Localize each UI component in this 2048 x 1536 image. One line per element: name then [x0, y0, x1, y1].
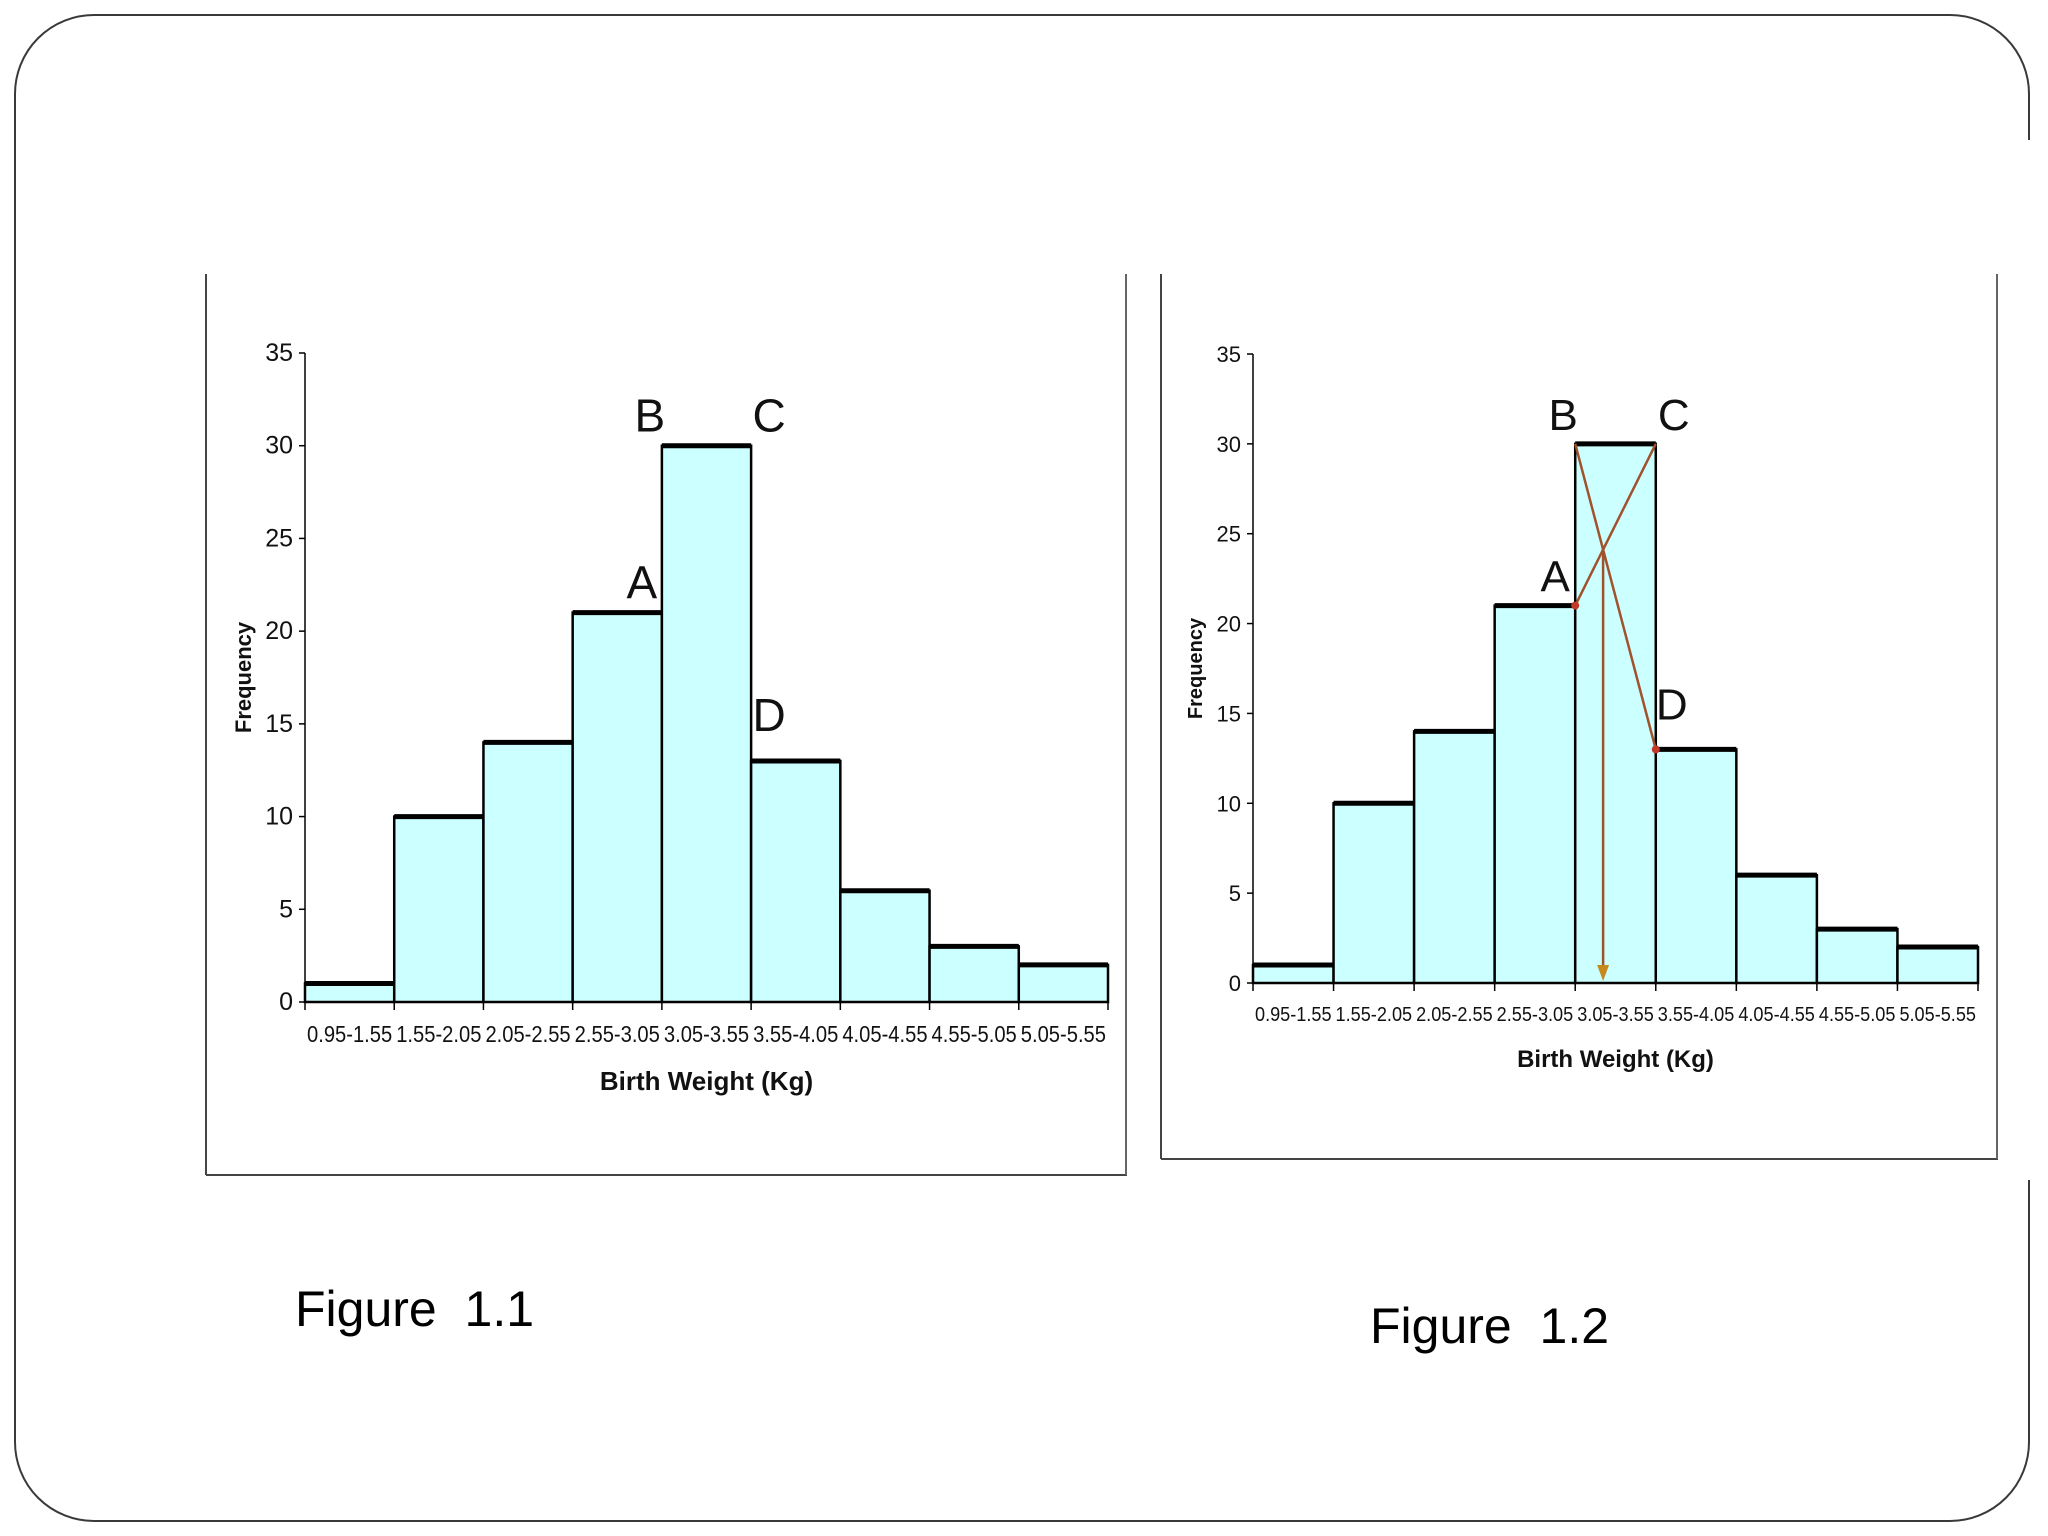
x-tick-label: 0.95-1.55: [1255, 1004, 1332, 1026]
bar: [1017, 963, 1110, 1004]
bar: [928, 945, 1021, 1004]
bar: [1573, 442, 1658, 985]
y-tick-label: 35: [1217, 342, 1241, 367]
y-tick-label: 10: [265, 803, 293, 831]
x-axis-label: Birth Weight (Kg): [600, 1066, 813, 1096]
x-tick-label: 3.05-3.55: [1577, 1004, 1654, 1026]
bar: [1332, 802, 1416, 985]
bar: [1412, 730, 1496, 985]
figure-caption-1: Figure 1.1: [295, 1281, 535, 1337]
mode-arrow-head: [1597, 965, 1610, 981]
y-tick-label: 35: [265, 339, 293, 367]
x-tick-label: 3.55-4.05: [753, 1021, 838, 1047]
x-tick-label: 2.05-2.55: [485, 1021, 570, 1047]
bar: [571, 611, 664, 1004]
x-tick-label: 2.55-3.05: [1497, 1004, 1574, 1026]
bar: [839, 889, 931, 1004]
y-tick-label: 15: [265, 710, 293, 738]
annotation-a: A: [627, 557, 658, 609]
y-tick-label: 30: [1217, 432, 1241, 457]
bar: [482, 741, 574, 1004]
x-tick-label: 5.05-5.55: [1021, 1021, 1106, 1047]
annotation-c: C: [1658, 391, 1690, 440]
x-tick-label: 3.05-3.55: [664, 1021, 749, 1047]
x-tick-label: 3.55-4.05: [1658, 1004, 1735, 1026]
x-tick-label: 5.05-5.55: [1899, 1004, 1976, 1026]
x-tick-label: 2.55-3.05: [575, 1021, 660, 1047]
bar: [1654, 748, 1738, 985]
histogram-2-svg: 0 5 10 15 20 25 30 35 0.95-1.55 1.55-2.05 2.05-2.5…: [1160, 274, 1998, 1160]
point-d-marker: [1651, 745, 1660, 754]
y-axis-label: Frequency: [1185, 617, 1207, 719]
frame-gap: [2028, 140, 2036, 1180]
x-tick-label: 0.95-1.55: [307, 1021, 392, 1047]
bar: [392, 815, 485, 1004]
x-tick-label: 2.05-2.55: [1416, 1004, 1493, 1026]
bar: [1251, 963, 1335, 985]
annotation-d: D: [1656, 680, 1688, 729]
x-tick-label: 1.55-2.05: [1336, 1004, 1413, 1026]
construction-line: [1574, 443, 1657, 607]
x-tick-label: 4.55-5.05: [1819, 1004, 1896, 1026]
x-axis-label: Birth Weight (Kg): [1517, 1046, 1714, 1073]
bar: [303, 982, 396, 1004]
x-tick-label: 4.05-4.55: [842, 1021, 927, 1047]
y-tick-label: 25: [1217, 522, 1241, 547]
x-tick-label: 4.05-4.55: [1738, 1004, 1815, 1026]
annotation-d: D: [752, 689, 785, 741]
y-tick-label: 5: [1229, 881, 1241, 906]
bar: [1815, 927, 1899, 985]
y-tick-label: 0: [1229, 971, 1241, 996]
y-tick-label: 20: [1217, 612, 1241, 637]
y-axis-label: Frequency: [231, 621, 256, 733]
histogram-figure-1-2: 0 5 10 15 20 25 30 35 0.95-1.55 1.55-2.05 2.05-2.5…: [1160, 274, 1998, 1160]
y-tick-label: 10: [1217, 791, 1241, 816]
y-tick-label: 30: [265, 432, 293, 460]
annotation-b: B: [1549, 391, 1578, 440]
x-tick-label: 4.55-5.05: [932, 1021, 1017, 1047]
histogram-figure-1-1: 0 5 10 15 20 25 30 35 0.95-1.55 1.55-2.05 2.05-2.5…: [205, 274, 1127, 1176]
bar: [749, 759, 842, 1004]
x-tick-label: 1.55-2.05: [396, 1021, 481, 1047]
annotation-c: C: [752, 390, 785, 442]
annotation-a: A: [1541, 553, 1571, 602]
bar: [1896, 945, 1980, 985]
bar: [1493, 604, 1577, 985]
point-a-marker: [1571, 601, 1580, 610]
y-tick-label: 20: [265, 617, 293, 645]
y-tick-label: 0: [279, 988, 293, 1016]
figure-caption-2: Figure 1.2: [1370, 1298, 1610, 1354]
histogram-1-svg: 0 5 10 15 20 25 30 35 0.95-1.55 1.55-2.05 2.05-2.5…: [205, 274, 1127, 1176]
bar: [1735, 873, 1819, 985]
y-tick-label: 25: [265, 524, 293, 552]
y-tick-label: 5: [279, 895, 293, 923]
construction-line: [1574, 443, 1657, 750]
bar: [660, 444, 753, 1004]
y-tick-label: 15: [1217, 701, 1241, 726]
annotation-b: B: [635, 390, 666, 442]
